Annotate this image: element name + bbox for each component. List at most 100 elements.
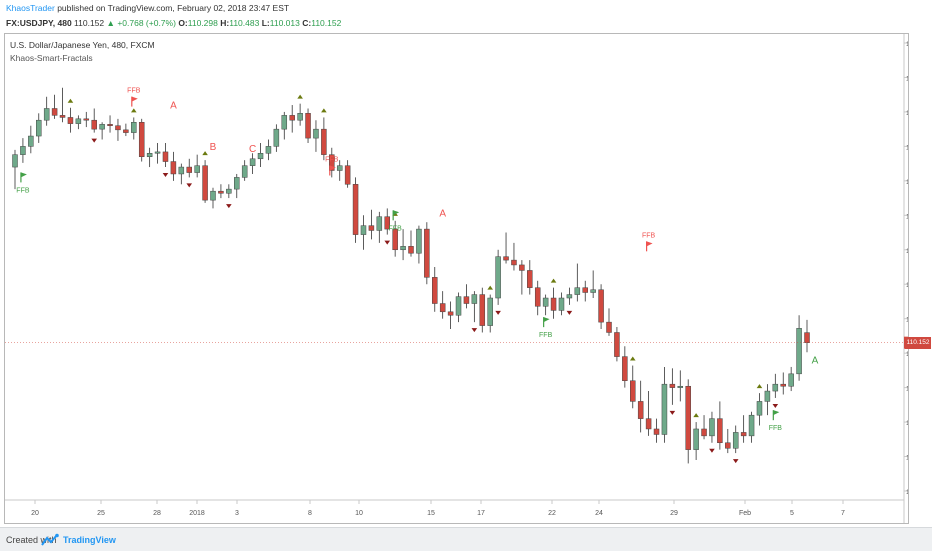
candle-body [455, 296, 462, 316]
candle-body [701, 428, 707, 437]
fractal-up-triangle [550, 278, 557, 283]
candle-body [186, 166, 192, 173]
x-tick-label: 7 [841, 510, 845, 517]
change-arrow-icon: ▲ [106, 18, 115, 28]
candle-body [574, 287, 581, 295]
candle-body [131, 122, 137, 133]
y-tick-label: 109.000 [906, 420, 908, 427]
candle-body [28, 135, 34, 147]
fractal-up-triangle [756, 384, 763, 389]
candle-body [732, 432, 739, 449]
open-value: 110.298 [187, 18, 218, 28]
candle-body [75, 118, 82, 124]
flag-icon [543, 317, 550, 323]
y-tick-label: 113.500 [906, 110, 908, 117]
candle-body [91, 119, 97, 130]
candle-body [305, 113, 311, 139]
candle-body [606, 321, 612, 333]
x-tick-label: 5 [790, 510, 794, 517]
tradingview-brand[interactable]: TradingView [63, 535, 116, 545]
candle-body [693, 428, 699, 450]
candle-body [645, 418, 652, 430]
author-link[interactable]: KhaosTrader [6, 3, 55, 13]
candle-body [265, 146, 272, 154]
high-value: 110.483 [229, 18, 260, 28]
x-tick-label: 3 [235, 510, 239, 517]
candle-body [210, 190, 216, 201]
candles [12, 87, 810, 464]
candle-body [534, 287, 541, 307]
wave-letter: A [812, 355, 819, 366]
wave-letter: A [439, 209, 446, 220]
candlestick-chart[interactable]: U.S. Dollar/Japanese Yen, 480, FXCM Khao… [5, 34, 930, 523]
x-tick-label: 2018 [189, 510, 205, 517]
x-tick-label: 15 [427, 510, 435, 517]
candle-body [527, 270, 533, 288]
candle-body [685, 385, 691, 450]
candle-body [384, 216, 390, 230]
candle-body [67, 117, 74, 124]
fractal-down-triangle [566, 310, 573, 315]
published-text: published on TradingView.com, February 0… [57, 3, 290, 13]
y-tick-label: 108.000 [906, 489, 908, 496]
candle-body [590, 289, 596, 293]
candle-body [352, 184, 359, 235]
wave-letter: A [170, 100, 177, 111]
fractal-up-triangle [629, 356, 636, 361]
candle-body [83, 118, 90, 121]
candle-body [804, 332, 810, 343]
last-price: 110.152 [74, 18, 105, 28]
y-tick-label: 113.000 [906, 144, 908, 151]
y-tick-label: 110.500 [906, 317, 908, 324]
ffb-label: FFB [769, 425, 783, 432]
candle-body [59, 115, 66, 118]
candle-body [471, 294, 478, 304]
fractal-down-triangle [495, 310, 501, 315]
candle-body [653, 428, 660, 435]
candle-body [234, 177, 240, 190]
fractal-up-triangle [67, 98, 74, 103]
candle-body [479, 294, 486, 326]
candle-body [336, 165, 343, 171]
candle-body [447, 311, 454, 316]
symbol-label: FX:USDJPY, 480 [6, 18, 72, 28]
fractal-up-triangle [487, 285, 493, 290]
y-tick-label: 111.500 [906, 248, 908, 255]
candle-body [51, 108, 58, 116]
fractal-up-triangle [202, 151, 208, 156]
footer-bar: Created with TradingView [0, 527, 932, 551]
ffb-label: FFB [325, 157, 339, 164]
wave-letter: C [249, 144, 256, 155]
legend-indicator: Khaos-Smart-Fractals [10, 53, 93, 63]
y-tick-label: 114.500 [906, 41, 908, 48]
created-with: Created with [6, 535, 57, 545]
flag-icon [131, 96, 138, 102]
flag-icon [20, 172, 27, 178]
candle-body [622, 356, 628, 381]
candle-body [566, 294, 573, 299]
candle-body [677, 385, 684, 388]
x-tick-label: 24 [595, 510, 603, 517]
candle-body [273, 128, 280, 147]
candle-body [321, 128, 327, 155]
candle-body [392, 228, 398, 251]
x-tick-label: Feb [739, 510, 751, 517]
candle-body [12, 154, 18, 168]
x-tick-label: 10 [355, 510, 363, 517]
y-tick-label: 109.500 [906, 386, 908, 393]
candle-body [503, 256, 509, 261]
fractal-up-triangle [693, 413, 699, 418]
candle-body [788, 373, 794, 387]
x-tick-label: 22 [548, 510, 556, 517]
y-tick-label: 110.000 [906, 351, 908, 358]
candle-body [764, 390, 771, 402]
candle-body [20, 146, 26, 155]
publish-line: KhaosTrader published on TradingView.com… [6, 3, 289, 13]
candle-body [360, 225, 367, 235]
chart-area[interactable]: U.S. Dollar/Japanese Yen, 480, FXCM Khao… [4, 33, 930, 524]
candle-body [344, 165, 351, 185]
candle-body [614, 332, 620, 357]
candle-body [669, 383, 676, 388]
candle-body [661, 383, 668, 435]
publish-header: KhaosTrader published on TradingView.com… [0, 0, 932, 30]
